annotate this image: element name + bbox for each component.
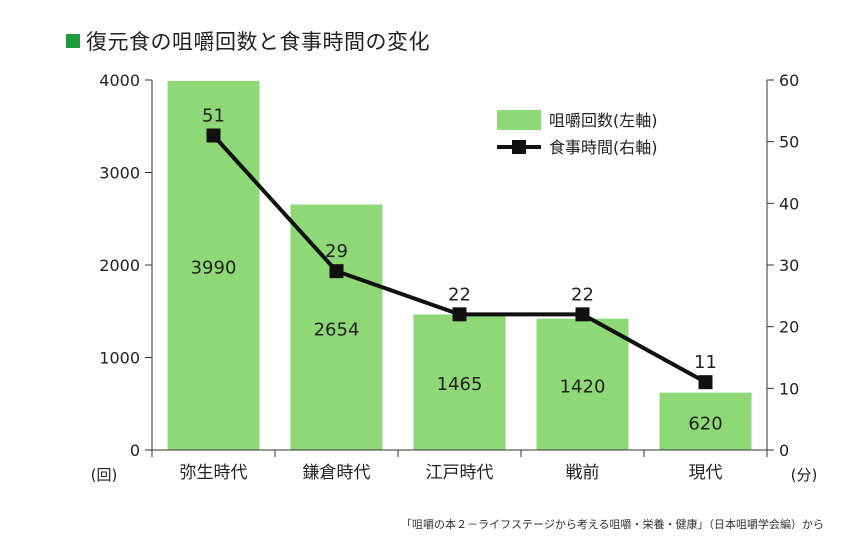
line-marker-1 xyxy=(329,264,344,279)
left-axis-unit: (回) xyxy=(91,466,118,484)
category-label: 弥生時代 xyxy=(180,463,248,483)
line-value-label: 29 xyxy=(325,241,348,262)
line-value-label: 51 xyxy=(202,106,225,127)
left-tick-label: 0 xyxy=(130,441,140,460)
bar-3 xyxy=(536,318,629,450)
category-label: 鎌倉時代 xyxy=(303,463,371,483)
right-tick-label: 30 xyxy=(779,256,799,275)
legend-line-marker xyxy=(512,140,526,154)
line-marker-3 xyxy=(575,307,590,322)
category-label: 戦前 xyxy=(566,463,600,483)
title-text: 復元食の咀嚼回数と食事時間の変化 xyxy=(86,30,430,54)
left-tick-label: 3000 xyxy=(99,164,140,183)
bar-value-label: 3990 xyxy=(191,257,237,278)
bar-value-label: 1420 xyxy=(560,376,606,397)
right-tick-label: 0 xyxy=(779,441,789,460)
bar-value-label: 2654 xyxy=(314,319,360,340)
left-tick-label: 1000 xyxy=(99,349,140,368)
right-tick-label: 40 xyxy=(779,194,799,213)
category-label: 現代 xyxy=(689,463,723,483)
right-tick-label: 10 xyxy=(779,379,799,398)
line-value-label: 22 xyxy=(448,284,471,305)
bar-value-label: 620 xyxy=(688,413,722,434)
legend-bar-swatch xyxy=(497,110,541,130)
line-value-label: 22 xyxy=(571,284,594,305)
category-label: 江戸時代 xyxy=(426,463,494,483)
legend-bar-label: 咀嚼回数(左軸) xyxy=(549,111,658,130)
line-marker-0 xyxy=(206,128,221,143)
legend-line-label: 食事時間(右軸) xyxy=(549,138,658,157)
right-tick-label: 60 xyxy=(779,71,799,90)
title-square-icon xyxy=(66,34,80,48)
line-value-label: 11 xyxy=(694,352,717,373)
chart-title: 復元食の咀嚼回数と食事時間の変化 xyxy=(66,26,430,56)
bar-value-label: 1465 xyxy=(437,374,483,395)
left-tick-label: 4000 xyxy=(99,71,140,90)
right-axis-unit: (分) xyxy=(791,466,818,484)
left-tick-label: 2000 xyxy=(99,256,140,275)
right-tick-label: 20 xyxy=(779,318,799,337)
line-marker-4 xyxy=(698,375,713,390)
source-note: 「咀嚼の本２－ライフステージから考える咀嚼・栄養・健康」（日本咀嚼学会編）から xyxy=(401,518,824,531)
bar-1 xyxy=(290,204,383,450)
right-tick-label: 50 xyxy=(779,133,799,152)
line-marker-2 xyxy=(452,307,467,322)
bar-4 xyxy=(659,392,752,450)
bar-2 xyxy=(413,314,506,450)
